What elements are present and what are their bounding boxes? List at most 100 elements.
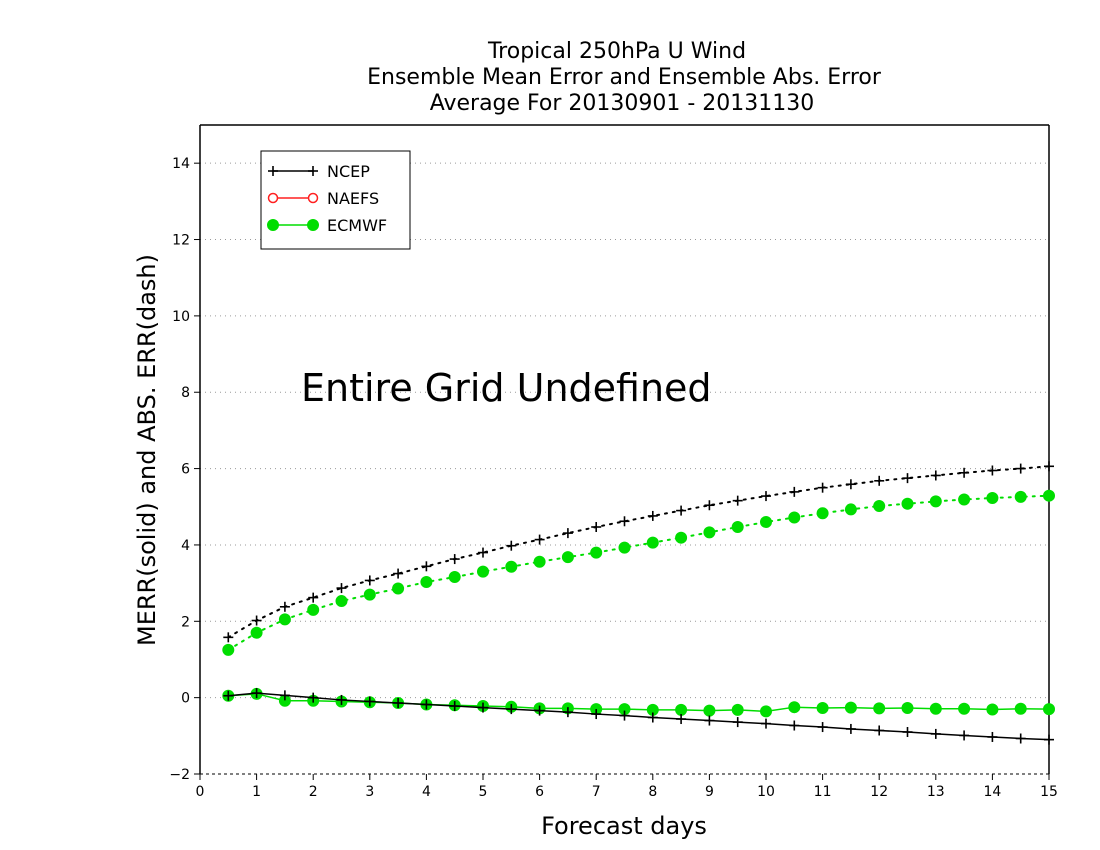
- ecmwf-merr-point: [986, 703, 999, 716]
- ncep-merr-point: [393, 697, 404, 708]
- x-tick-label: 7: [592, 784, 601, 800]
- ncep-merr-point: [591, 709, 602, 720]
- undefined-grid-annotation: Entire Grid Undefined: [301, 366, 712, 410]
- chart-title-line-1: Tropical 250hPa U Wind: [487, 39, 746, 64]
- ncep-merr-point: [562, 707, 573, 718]
- x-tick-label: 9: [705, 784, 714, 800]
- legend-marker-right: [308, 166, 318, 176]
- ncep-abs_err-point: [704, 500, 715, 511]
- ncep-abs_err-point: [449, 554, 460, 565]
- ncep-abs_err-point: [478, 547, 488, 558]
- x-tick-label: 10: [757, 784, 775, 800]
- legend-entry-ecmwf: ECMWF: [267, 216, 387, 235]
- x-tick-label: 2: [309, 784, 318, 800]
- ncep-abs_err-point: [1044, 461, 1054, 472]
- ncep-abs_err-point: [279, 601, 290, 612]
- x-tick-label: 0: [196, 784, 205, 800]
- ecmwf-abs_err-point: [307, 603, 320, 616]
- x-tick-label: 13: [927, 784, 945, 800]
- y-axis-title: MERR(solid) and ABS. ERR(dash): [133, 254, 161, 646]
- series-layer: [222, 461, 1055, 745]
- ncep-merr-point: [421, 699, 432, 710]
- ecmwf-abs_err-point: [278, 613, 291, 626]
- ecmwf-abs_err-point: [363, 588, 376, 601]
- ecmwf-merr-point: [844, 701, 857, 714]
- ncep-merr-point: [336, 694, 347, 705]
- ecmwf-abs_err-point: [958, 493, 971, 506]
- ncep-merr-point: [676, 714, 687, 725]
- series-ecmwf: [222, 489, 1055, 718]
- ncep-merr-point: [223, 690, 234, 701]
- ncep-abs_err-point: [676, 505, 687, 516]
- ncep-merr-point: [506, 704, 517, 715]
- ecmwf-abs_err-point: [618, 541, 631, 554]
- ncep-merr-point: [817, 722, 828, 733]
- ncep-merr-point: [959, 730, 970, 741]
- x-tick-label: 3: [365, 784, 374, 800]
- legend-marker-left: [267, 219, 279, 231]
- ncep-abs_err-line: [227, 465, 1050, 639]
- ecmwf-merr-point: [901, 701, 914, 714]
- ncep-merr-point: [534, 705, 545, 716]
- ecmwf-merr-point: [1014, 702, 1027, 715]
- x-tick-label: 6: [535, 784, 544, 800]
- gridlines: [200, 162, 1049, 775]
- legend-marker-left: [267, 192, 279, 204]
- ncep-abs_err-point: [987, 465, 998, 476]
- x-tick-label: 12: [870, 784, 888, 800]
- ncep-abs_err-point: [619, 516, 630, 527]
- ecmwf-merr-point: [958, 702, 971, 715]
- ncep-merr-point: [732, 717, 743, 728]
- x-tick-label: 5: [479, 784, 488, 800]
- ncep-abs_err-point: [364, 575, 375, 586]
- ncep-merr-point: [478, 702, 488, 713]
- x-tick-label: 15: [1040, 784, 1058, 800]
- ncep-abs_err-point: [534, 534, 545, 545]
- ecmwf-merr-point: [873, 702, 886, 715]
- ncep-abs_err-point: [647, 510, 658, 521]
- ncep-merr-point: [1044, 734, 1054, 745]
- ncep-abs_err-point: [874, 475, 885, 486]
- ncep-merr-point: [874, 725, 885, 736]
- ncep-abs_err-point: [845, 479, 856, 490]
- ecmwf-abs_err-point: [250, 626, 263, 639]
- legend-entry-ncep: NCEP: [268, 162, 370, 181]
- legend-marker-right: [307, 219, 319, 231]
- ncep-merr-point: [789, 720, 800, 731]
- ecmwf-abs_err-point: [1014, 490, 1027, 503]
- y-tick-label: −2: [169, 767, 190, 783]
- ecmwf-abs_err-point: [901, 497, 914, 510]
- legend-entry-naefs: NAEFS: [267, 189, 379, 208]
- ncep-abs_err-point: [1015, 463, 1026, 474]
- ecmwf-abs_err-point: [675, 531, 688, 544]
- ecmwf-merr-point: [675, 703, 688, 716]
- legend-label: NAEFS: [327, 189, 379, 208]
- ncep-abs_err-point: [732, 495, 743, 506]
- legend-marker-right: [307, 192, 319, 204]
- ncep-abs_err-point: [251, 615, 262, 626]
- ecmwf-merr-line: [227, 693, 1050, 713]
- ncep-abs_err-point: [393, 568, 404, 579]
- ecmwf-abs_err-point: [760, 516, 772, 529]
- ncep-merr-point: [647, 712, 658, 723]
- ncep-merr-point: [704, 715, 715, 726]
- ncep-abs_err-point: [761, 491, 771, 502]
- ecmwf-abs_err-point: [844, 503, 857, 516]
- ecmwf-abs_err-point: [986, 491, 999, 504]
- ecmwf-abs_err-point: [335, 595, 348, 608]
- y-tick-label: 14: [172, 156, 190, 172]
- ecmwf-abs_err-point: [533, 555, 546, 568]
- ncep-abs_err-point: [591, 521, 602, 532]
- ncep-merr-line: [227, 692, 1050, 741]
- ncep-merr-point: [279, 690, 290, 701]
- ecmwf-abs_err-line: [227, 494, 1050, 651]
- ncep-merr-point: [930, 728, 941, 739]
- x-tick-label: 11: [814, 784, 832, 800]
- ecmwf-abs_err-point: [788, 511, 801, 524]
- ecmwf-abs_err-point: [703, 526, 716, 539]
- ncep-abs_err-point: [336, 583, 347, 594]
- ncep-merr-point: [902, 727, 913, 738]
- ncep-abs_err-point: [902, 473, 913, 484]
- ecmwf-abs_err-point: [505, 560, 518, 573]
- ncep-merr-point: [845, 723, 856, 734]
